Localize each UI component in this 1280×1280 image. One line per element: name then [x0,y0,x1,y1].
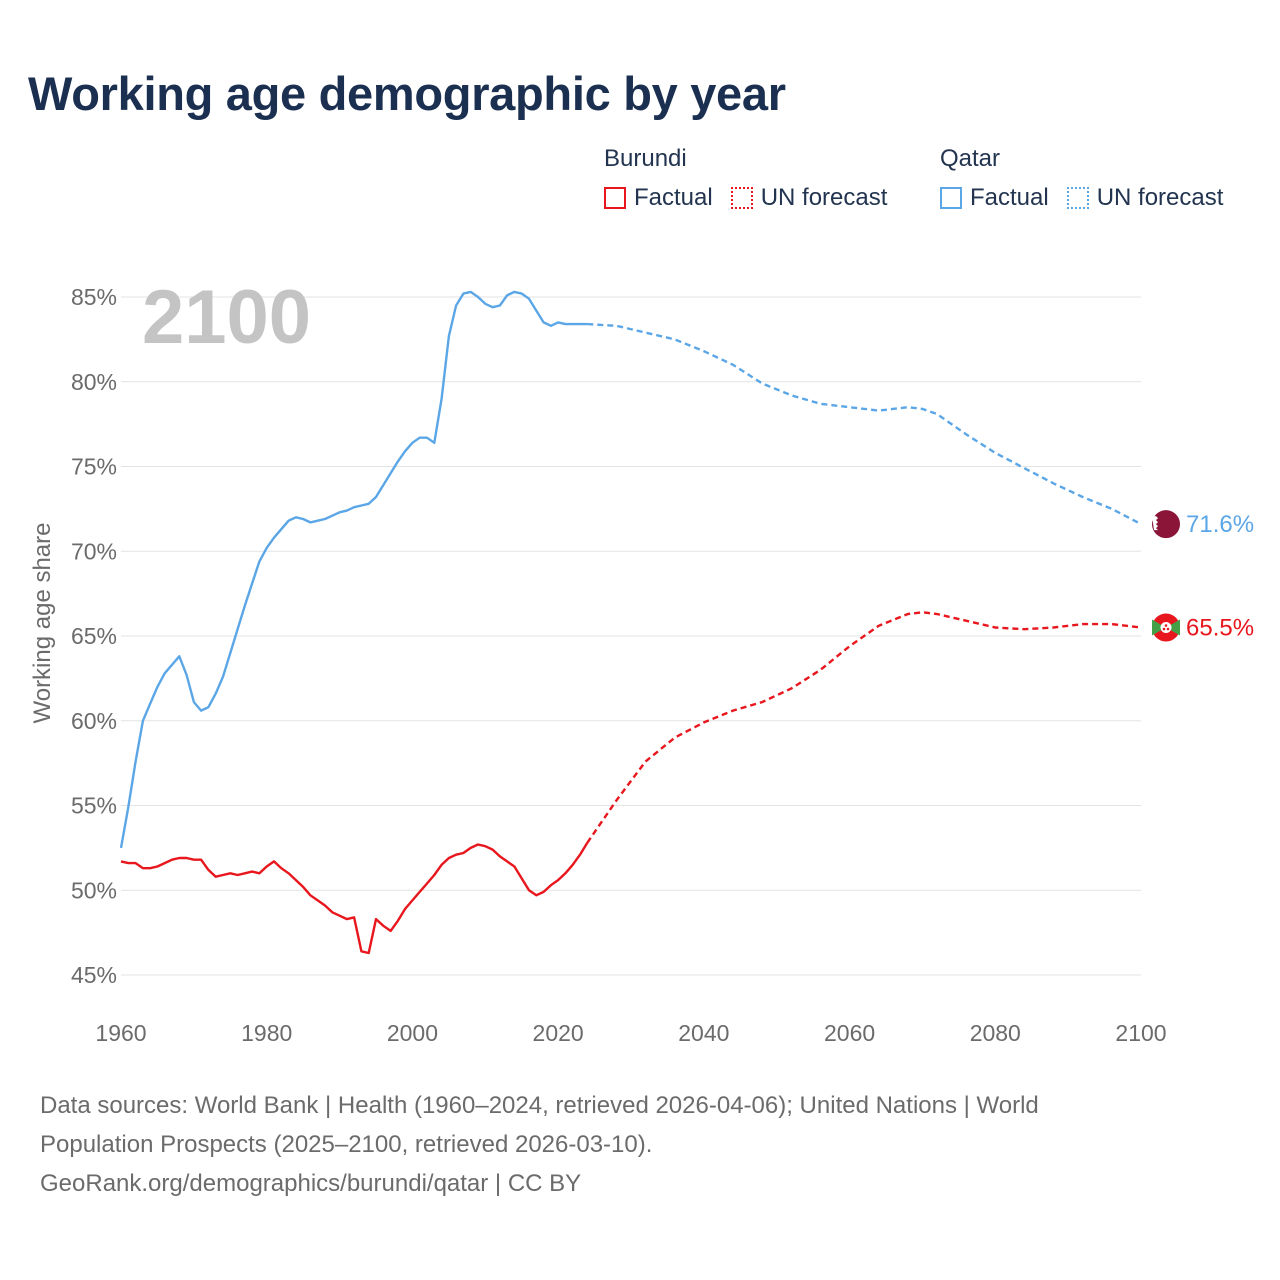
legend-label: UN forecast [760,184,888,211]
y-tick-label: 70% [71,538,117,564]
legend-group-name: Burundi [604,145,687,172]
series-line-qatar-factual [119,290,588,849]
x-tick-label: 2000 [387,1020,438,1046]
y-axis-label: Working age share [29,523,56,724]
legend-swatch-dotted [730,187,753,209]
legend-swatch-solid [604,187,626,209]
qatar-flag-icon [1152,510,1180,539]
legend-group-name: Qatar [940,145,1001,172]
x-tick-label: 2080 [970,1020,1021,1046]
x-tick-label: 2020 [533,1020,584,1046]
legend-swatch-dotted [1066,187,1089,209]
legend-item-qatar-forecast[interactable]: UN forecast [1066,184,1224,212]
legend-group-qatar: Qatar Factual UN forecast [940,142,1223,212]
y-tick-label: 60% [71,708,117,734]
y-tick-label: 50% [71,877,117,903]
y-axis-ticks: 45% 50% 55% 60% 65% 70% 75% 80% 85% [71,284,117,988]
x-tick-label: 1960 [95,1020,146,1046]
legend-label: Factual [634,184,713,211]
legend-swatch-solid [940,187,962,209]
legend-label: Factual [970,184,1049,211]
series-line-burundi-forecast [586,611,1142,844]
legend-item-burundi-factual[interactable]: Factual [604,184,713,212]
y-tick-label: 65% [71,623,117,649]
x-tick-label: 2100 [1115,1020,1166,1046]
burundi-flag-icon [1152,613,1180,642]
footer-source-line-2: Population Prospects (2025–2100, retriev… [40,1131,653,1158]
footer-attribution[interactable]: GeoRank.org/demographics/burundi/qatar |… [40,1170,582,1197]
burundi-end-value-label: 65.5% [1186,615,1254,642]
series-line-qatar-forecast [587,322,1142,526]
footer-source-line-1: Data sources: World Bank | Health (1960–… [40,1092,1039,1119]
y-tick-label: 80% [71,369,117,395]
footer: Data sources: World Bank | Health (1960–… [40,1086,1220,1203]
legend-item-burundi-forecast[interactable]: UN forecast [730,184,888,212]
series-lines [119,290,1142,955]
y-tick-label: 75% [71,454,117,480]
series-line-burundi-factual [120,842,589,955]
legend-item-qatar-factual[interactable]: Factual [940,184,1049,212]
qatar-end-value-label: 71.6% [1186,511,1254,538]
x-tick-label: 1980 [241,1020,292,1046]
year-watermark: 2100 [142,275,311,360]
y-tick-label: 45% [71,962,117,988]
x-axis-ticks: 1960 1980 2000 2020 2040 2060 2080 2100 [95,1020,1166,1046]
gridlines [121,296,1141,976]
line-chart: 2100 45% 50% 55% 60% 65% 70% 75% 80% 85% 1960 198… [29,275,1254,1046]
end-markers: 71.6% 65.5% [1152,510,1254,642]
chart-title: Working age demographic by year [28,67,786,120]
x-tick-label: 2040 [678,1020,729,1046]
legend-label: UN forecast [1096,184,1224,211]
y-tick-label: 55% [71,793,117,819]
legend-group-burundi: Burundi Factual UN forecast [604,142,887,212]
x-tick-label: 2060 [824,1020,875,1046]
y-tick-label: 85% [71,284,117,310]
